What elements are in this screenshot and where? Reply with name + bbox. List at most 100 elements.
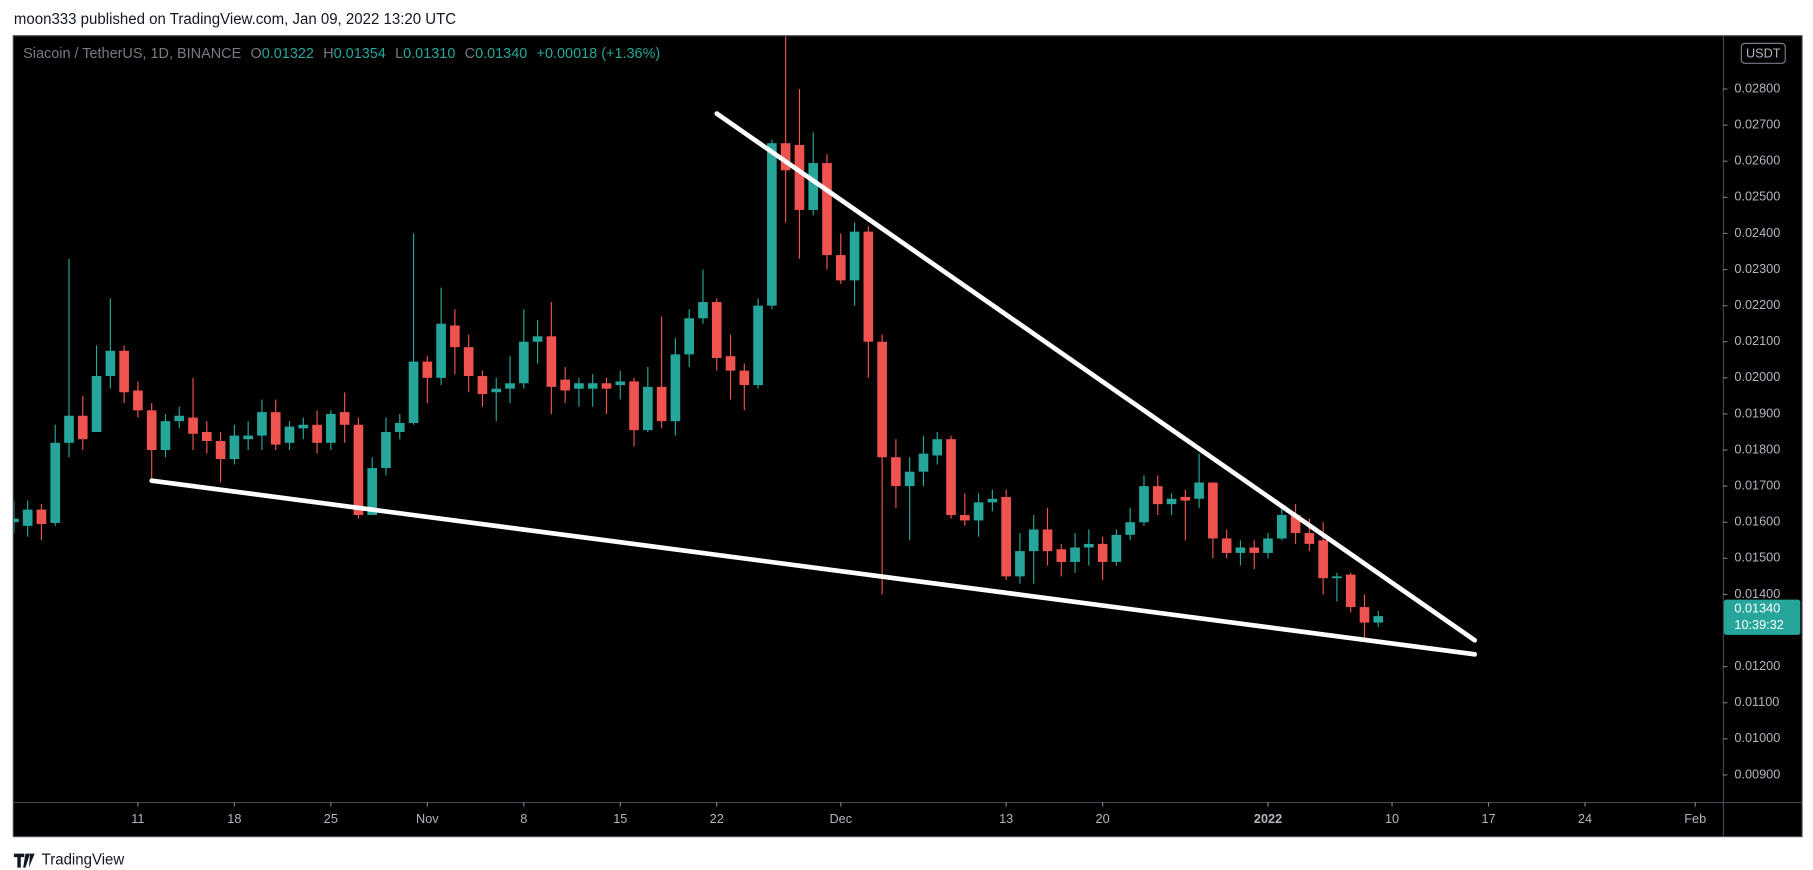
candle-body bbox=[1084, 543, 1094, 548]
candle-body bbox=[257, 412, 267, 436]
trend-line bbox=[714, 111, 1478, 643]
candle-body bbox=[725, 356, 736, 371]
candle-body bbox=[477, 376, 488, 395]
candle-body bbox=[518, 341, 529, 384]
candle-body bbox=[959, 515, 970, 521]
candle-body bbox=[739, 370, 750, 386]
candle-body bbox=[353, 424, 364, 516]
candle-body bbox=[670, 354, 681, 422]
candle-body bbox=[711, 302, 722, 358]
y-tick-label: 0.02800 bbox=[1734, 80, 1780, 95]
candle-body bbox=[326, 413, 336, 443]
candle-body bbox=[13, 518, 19, 523]
candle-body bbox=[381, 431, 391, 469]
candle-body bbox=[891, 457, 901, 487]
candle-body bbox=[436, 323, 446, 378]
y-tick-label: 0.00900 bbox=[1734, 766, 1780, 781]
candle-body bbox=[656, 386, 667, 422]
x-tick-label: 25 bbox=[324, 811, 338, 826]
candle-body bbox=[1276, 515, 1287, 539]
y-tick-label: 0.01400 bbox=[1734, 586, 1780, 601]
legend-text: Siacoin / TetherUS, 1D, BINANCE O0.01322 H… bbox=[23, 46, 660, 62]
candle-body bbox=[1111, 534, 1122, 562]
candle-body bbox=[794, 145, 805, 210]
candle-body bbox=[1304, 533, 1315, 544]
legend: Siacoin / TetherUS, 1D, BINANCE O0.01322 H… bbox=[23, 46, 660, 62]
axes: 0.02800 0.02700 0.02600 0.02500 0.02400 0.023… bbox=[131, 80, 1801, 826]
candle-body bbox=[1318, 540, 1328, 579]
candle-body bbox=[270, 412, 281, 445]
x-tick-label: Nov bbox=[416, 811, 439, 826]
candle-body bbox=[339, 412, 350, 425]
x-tick-label: 8 bbox=[520, 811, 527, 826]
y-tick-label: 0.02700 bbox=[1734, 116, 1780, 131]
brand-logo: TradingView bbox=[13, 852, 125, 869]
candle-body bbox=[174, 415, 185, 422]
legend-value: 0.01354 bbox=[334, 46, 386, 62]
candle-body bbox=[64, 415, 74, 443]
y-tick-label: 0.01600 bbox=[1734, 514, 1780, 529]
last-price-badge bbox=[1723, 599, 1801, 635]
candle-body bbox=[1180, 496, 1191, 501]
candle-body bbox=[408, 361, 419, 423]
candle-body bbox=[753, 305, 763, 386]
candle-body bbox=[188, 417, 198, 434]
candle-body bbox=[133, 390, 143, 411]
y-tick-label: 0.02000 bbox=[1734, 369, 1780, 384]
y-tick-label: 0.02100 bbox=[1734, 333, 1780, 348]
legend-key: C bbox=[465, 46, 475, 62]
x-tick-label: 13 bbox=[999, 811, 1013, 826]
candle-body bbox=[1332, 576, 1342, 579]
candle-body bbox=[1125, 522, 1136, 535]
candle-body bbox=[1166, 498, 1177, 505]
candle-body bbox=[160, 421, 171, 451]
x-tick-label: 22 bbox=[710, 811, 724, 826]
candle-body bbox=[1056, 549, 1067, 562]
candle-body bbox=[587, 383, 598, 389]
chart-frame bbox=[12, 35, 1803, 838]
candle-body bbox=[119, 350, 129, 393]
candle-body bbox=[1249, 547, 1260, 553]
x-tick-label: 17 bbox=[1481, 811, 1495, 826]
legend-value: 0.01310 bbox=[403, 46, 455, 62]
candle-body bbox=[229, 435, 240, 460]
candle-body bbox=[808, 163, 819, 210]
y-tick-label: 0.02300 bbox=[1734, 261, 1780, 276]
candle-body bbox=[918, 453, 929, 472]
symbol-title: Siacoin / TetherUS, 1D, BINANCE bbox=[23, 46, 241, 62]
candle-body bbox=[574, 383, 584, 389]
candle-body bbox=[1152, 486, 1163, 505]
candle-body bbox=[932, 439, 943, 456]
candle-body bbox=[1290, 515, 1301, 534]
candle-body bbox=[835, 255, 846, 281]
candle-body bbox=[1208, 482, 1218, 539]
candle-body bbox=[298, 424, 309, 429]
candle-body bbox=[215, 441, 226, 460]
plot-area bbox=[13, 36, 1478, 657]
x-tick-label: 20 bbox=[1096, 811, 1110, 826]
y-tick-label: 0.01900 bbox=[1734, 405, 1780, 420]
y-tick-label: 0.02500 bbox=[1734, 189, 1780, 204]
unit-badge[interactable] bbox=[1740, 42, 1786, 64]
legend-change: +0.00018 (+1.36%) bbox=[537, 46, 661, 62]
x-tick-label: 24 bbox=[1578, 811, 1592, 826]
candle-body bbox=[505, 383, 515, 389]
brand-name: TradingView bbox=[42, 852, 125, 869]
candle-body bbox=[1373, 616, 1384, 623]
trend-line bbox=[149, 478, 1478, 657]
legend-value: 0.01340 bbox=[475, 46, 527, 62]
y-tick-label: 0.01200 bbox=[1734, 658, 1780, 673]
candle-body bbox=[1070, 547, 1080, 562]
candle-body bbox=[312, 424, 322, 443]
candle-body bbox=[615, 381, 626, 386]
candle-body bbox=[546, 336, 557, 387]
candle-body bbox=[1345, 574, 1356, 608]
logo-icon bbox=[13, 853, 35, 868]
x-tick-label: 15 bbox=[613, 811, 627, 826]
candle-body bbox=[629, 381, 639, 431]
y-tick-label: 0.01500 bbox=[1734, 550, 1780, 565]
candle-body bbox=[36, 509, 47, 525]
candle-body bbox=[1028, 529, 1039, 552]
y-tick-label: 0.01800 bbox=[1734, 441, 1780, 456]
legend-value: 0.01322 bbox=[262, 46, 314, 62]
